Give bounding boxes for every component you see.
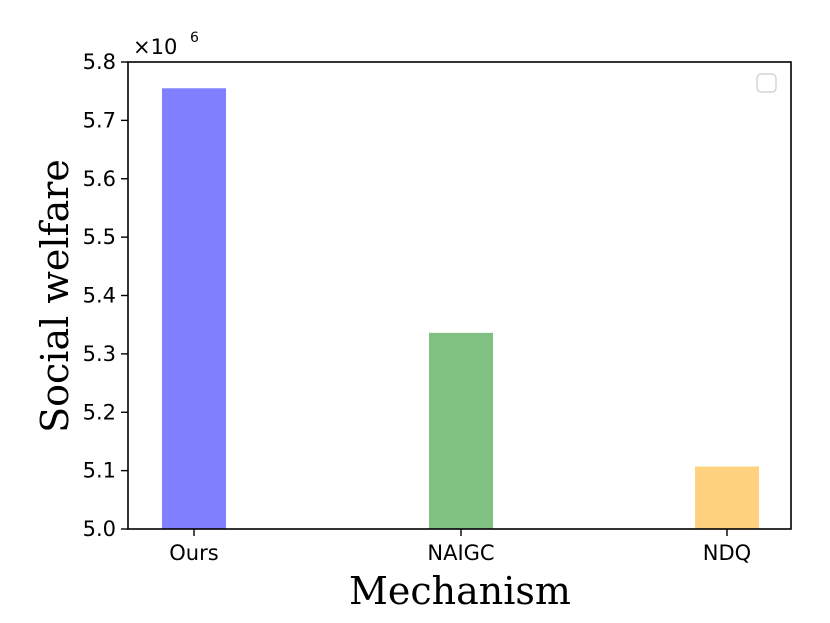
bar-ours [162,88,226,530]
legend-box [756,73,777,93]
y-offset-exponent: 6 [190,30,199,46]
y-offset-base: ×10 [133,35,177,59]
x-tick-label-ndq: NDQ [703,541,751,565]
x-axis-title: Mechanism [349,569,571,613]
bars-layer [162,88,759,530]
y-tick-label: 5.1 [83,459,116,483]
y-axis: 5.0 5.1 5.2 5.3 5.4 5.5 5.6 5.7 5.8 [83,50,128,541]
y-tick-label: 5.4 [83,284,116,308]
bar-ndq [695,466,759,529]
y-offset-label: ×10 6 [133,30,199,59]
y-tick-label: 5.2 [83,400,116,424]
x-tick-label-ours: Ours [169,541,218,565]
y-tick-label: 5.7 [83,108,116,132]
y-tick-label: 5.5 [83,225,116,249]
y-tick-label: 5.0 [83,517,116,541]
y-tick-label: 5.6 [83,167,116,191]
bar-naigc [429,332,493,529]
y-tick-label: 5.8 [83,50,116,74]
y-axis-title: Social welfare [33,159,77,433]
x-tick-label-naigc: NAIGC [427,541,494,565]
y-tick-label: 5.3 [83,342,116,366]
x-axis: Ours NAIGC NDQ [169,529,751,565]
